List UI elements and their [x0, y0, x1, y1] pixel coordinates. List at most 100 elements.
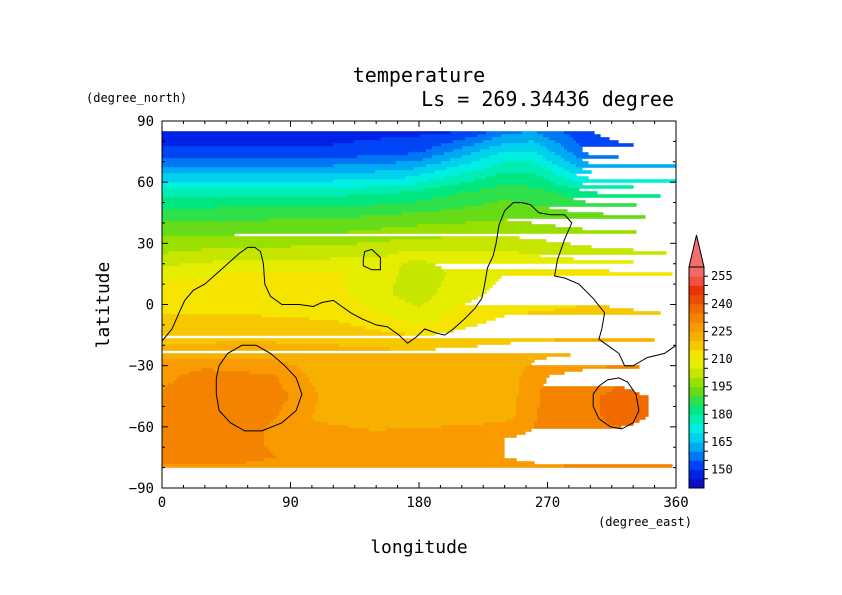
field-cell: [162, 179, 334, 183]
field-cell: [441, 236, 520, 240]
field-cell: [483, 422, 535, 426]
field-cell: [444, 314, 505, 318]
field-cell: [318, 398, 517, 402]
x-tick-label: 90: [282, 495, 299, 511]
field-cell: [267, 446, 505, 450]
field-cell: [162, 176, 406, 180]
field-cell: [162, 158, 424, 162]
field-cell: [534, 422, 610, 426]
field-cell: [399, 272, 448, 276]
field-cell: [555, 173, 577, 177]
colorbar-label: 210: [711, 352, 733, 366]
field-cell: [525, 368, 583, 372]
field-cell: [537, 419, 607, 423]
field-cell: [546, 167, 565, 171]
field-cell: [162, 134, 421, 138]
field-cell: [162, 239, 391, 243]
field-cell: [366, 185, 442, 189]
field-cell: [369, 428, 388, 432]
field-cell: [540, 401, 601, 405]
x-units: (degree_east): [598, 515, 692, 529]
field-cell: [441, 161, 472, 165]
temperature-field: [162, 131, 676, 468]
field-cell: [600, 401, 649, 405]
colorbar-swatch: [689, 460, 704, 471]
field-cell: [492, 137, 550, 141]
field-cell: [267, 428, 370, 432]
field-cell: [417, 305, 421, 309]
colorbar-swatch: [689, 322, 704, 332]
field-cell: [330, 257, 574, 261]
field-cell: [600, 410, 649, 414]
field-cell: [519, 389, 541, 393]
field-cell: [213, 368, 301, 372]
field-cell: [357, 299, 406, 303]
field-cell: [360, 215, 646, 219]
field-cell: [162, 458, 265, 462]
y-tick-label: 90: [137, 114, 154, 130]
field-cell: [465, 221, 532, 225]
field-cell: [489, 155, 544, 159]
field-cell: [162, 401, 286, 405]
field-cell: [573, 152, 589, 156]
field-cell: [162, 308, 376, 312]
field-cell: [396, 161, 442, 165]
field-cell: [333, 179, 430, 183]
field-cell: [339, 320, 409, 324]
field-cell: [417, 224, 556, 228]
colorbar-label: 240: [711, 297, 733, 311]
field-cell: [537, 416, 604, 420]
field-cell: [162, 275, 208, 279]
field-cell: [162, 446, 268, 450]
field-cell: [186, 278, 346, 282]
field-cell: [315, 389, 520, 393]
field-cell: [519, 383, 544, 387]
contour-outline-main: [161, 202, 677, 367]
field-cell: [162, 332, 406, 336]
field-cell: [564, 176, 589, 180]
field-cell: [537, 413, 601, 417]
field-cell: [162, 452, 274, 456]
field-cell: [162, 443, 265, 447]
field-cell: [405, 332, 436, 336]
colorbar-swatch: [689, 395, 704, 406]
field-cell: [546, 158, 565, 162]
field-cell: [162, 431, 265, 435]
field-cell: [537, 173, 556, 177]
field-cell: [162, 299, 358, 303]
field-cell: [483, 203, 532, 207]
field-cell: [606, 365, 640, 369]
field-cell: [408, 260, 427, 264]
field-cell: [162, 317, 310, 321]
field-cell: [318, 401, 517, 405]
colorbar-swatch: [689, 451, 704, 461]
field-cell: [267, 425, 349, 429]
field-cell: [288, 362, 532, 366]
field-cell: [162, 422, 271, 426]
field-cell: [483, 167, 547, 171]
field-cell: [162, 326, 367, 330]
field-cell: [162, 434, 265, 438]
field-cell: [486, 131, 523, 135]
field-cell: [606, 419, 640, 423]
field-cell: [453, 140, 484, 144]
field-cell: [471, 152, 499, 156]
field-cell: [459, 164, 493, 168]
field-cell: [549, 149, 568, 153]
field-cell: [162, 284, 346, 288]
field-cell: [405, 299, 430, 303]
field-cell: [279, 377, 310, 381]
field-cell: [540, 404, 601, 408]
field-cell: [459, 305, 577, 309]
field-cell: [162, 380, 175, 384]
field-cell: [432, 296, 478, 300]
field-cell: [285, 401, 319, 405]
field-cell: [501, 161, 535, 165]
field-cell: [609, 422, 634, 426]
field-cell: [162, 170, 376, 174]
field-cell: [459, 191, 556, 195]
field-cell: [495, 173, 538, 177]
field-cell: [264, 431, 526, 435]
field-cell: [162, 236, 442, 240]
